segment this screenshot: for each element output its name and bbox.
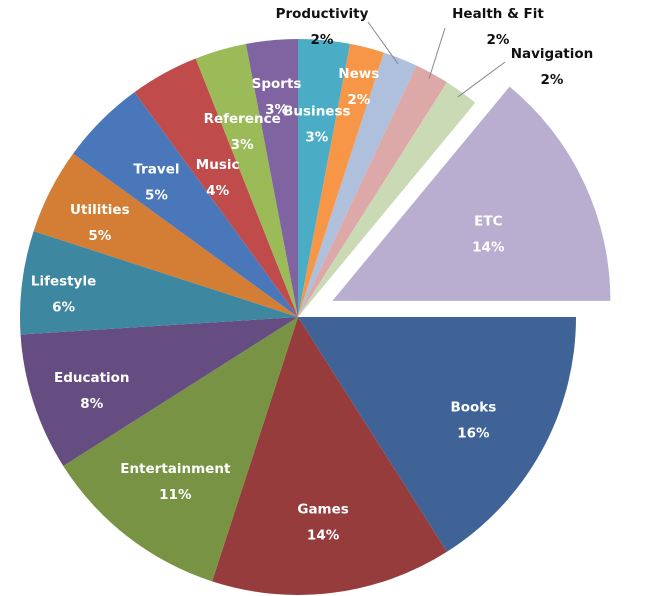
slice-label-business: Business 3%: [283, 104, 350, 146]
slice-reference: [195, 43, 298, 318]
slice-label-education: Education 8%: [54, 370, 130, 412]
slice-music: [134, 58, 298, 318]
slice-labels: Books 16% Games 14% Entertainment 11% Educatio…: [31, 6, 593, 544]
slice-utilities: [33, 153, 298, 317]
slice-sports: [245, 39, 298, 317]
slice-etc: [332, 86, 611, 301]
slice-label-travel: Travel 5%: [133, 161, 179, 203]
slice-label-productivity: Productivity 2%: [276, 6, 369, 48]
slice-label-entertainment: Entertainment 11%: [120, 461, 231, 503]
slice-label-health-and-fit: Health & Fit 2%: [452, 6, 544, 48]
slice-label-music: Music 4%: [196, 157, 240, 199]
leader-lines: [367, 21, 506, 98]
slice-games: [212, 317, 447, 596]
slice-news: [298, 43, 384, 318]
slice-label-books: Books 16%: [450, 399, 496, 441]
slice-lifestyle: [20, 231, 299, 335]
leader-productivity: [367, 21, 399, 65]
slice-business: [298, 39, 351, 317]
slice-books: [298, 317, 576, 552]
slice-education: [20, 317, 298, 466]
slice-navigation: [298, 82, 476, 317]
slice-health-and-fit: [298, 65, 447, 318]
slice-entertainment: [63, 317, 298, 582]
leader-health-and-fit: [428, 27, 446, 79]
slice-travel: [73, 92, 298, 317]
slice-label-reference: Reference 3%: [204, 111, 281, 153]
slice-label-news: News 2%: [338, 66, 379, 108]
slice-label-sports: Sports 3%: [252, 76, 302, 118]
slice-label-lifestyle: Lifestyle 6%: [31, 273, 96, 315]
slice-label-games: Games 14%: [297, 502, 348, 544]
leader-navigation: [457, 61, 506, 98]
slice-label-etc: ETC 14%: [472, 213, 505, 255]
slice-label-navigation: Navigation 2%: [511, 46, 594, 88]
pie-slices: [20, 39, 611, 596]
slice-productivity: [298, 52, 417, 317]
slice-label-utilities: Utilities 5%: [70, 202, 130, 244]
